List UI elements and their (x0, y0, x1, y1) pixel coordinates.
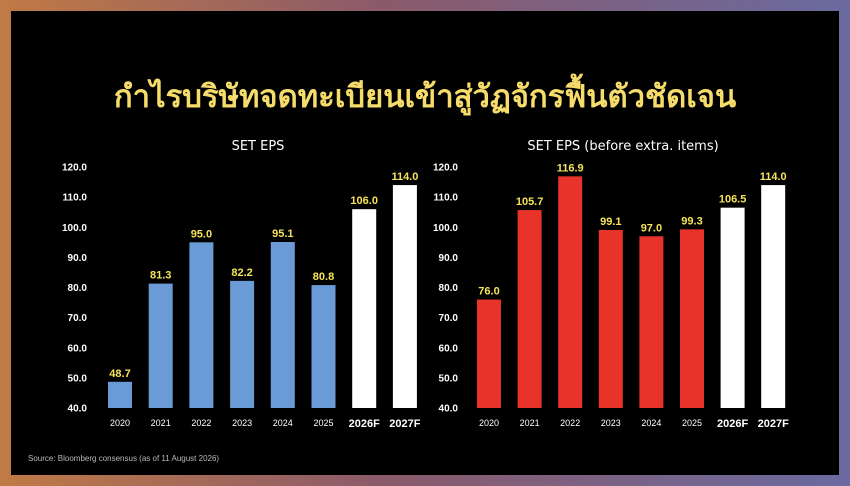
data-label: 116.9 (557, 162, 584, 174)
y-tick-label: 40.0 (68, 404, 88, 415)
data-label: 105.7 (516, 196, 544, 208)
bar-2023 (230, 280, 255, 408)
y-tick-label: 50.0 (68, 373, 88, 384)
y-tick-label: 100.0 (62, 223, 87, 234)
chart-title: SET EPS (before extra. items) (527, 139, 718, 154)
y-tick-label: 50.0 (439, 373, 459, 384)
x-tick-label: 2022 (560, 418, 580, 428)
y-tick-label: 40.0 (439, 404, 459, 415)
x-tick-label: 2022 (191, 418, 211, 428)
data-label: 76.0 (478, 286, 499, 298)
x-tick-label: 2020 (110, 418, 130, 428)
x-tick-label: 2020 (479, 418, 499, 428)
source-note: Source: Bloomberg consensus (as of 11 Au… (28, 454, 220, 463)
y-tick-label: 120.0 (62, 163, 87, 174)
data-label: 80.8 (313, 271, 334, 283)
data-label: 114.0 (760, 171, 787, 183)
chart-title: SET EPS (232, 139, 285, 154)
bar-2026f (352, 209, 377, 408)
x-tick-label: 2026F (349, 418, 380, 430)
x-tick-label: 2021 (151, 418, 171, 428)
data-label: 81.3 (150, 270, 171, 282)
eps-chart: SET EPS 40.0 50.0 60.0 70.0 80.0 90.0 100.0 110.… (62, 139, 421, 430)
x-tick-label: 2026F (717, 418, 748, 430)
y-tick-label: 120.0 (433, 163, 458, 174)
y-tick-label: 80.0 (439, 283, 459, 294)
y-tick-label: 70.0 (68, 313, 88, 324)
data-label: 48.7 (109, 368, 130, 380)
bar-2024 (270, 242, 295, 408)
y-tick-label: 70.0 (439, 313, 459, 324)
x-tick-label: 2021 (520, 418, 540, 428)
data-label: 82.2 (231, 267, 252, 279)
x-tick-label: 2023 (601, 418, 621, 428)
y-tick-label: 90.0 (439, 253, 459, 264)
data-label: 95.1 (272, 228, 293, 240)
eps-before-extra-chart: SET EPS (before extra. items) 40.0 50.0 60.… (433, 139, 789, 430)
data-label: 97.0 (641, 222, 662, 234)
bar-2022 (558, 176, 583, 408)
y-tick-label: 80.0 (68, 283, 88, 294)
slide-panel: กำไรบริษัทจดทะเบียนเข้าสู่วัฏจักรฟื้นตัว… (11, 11, 839, 475)
x-tick-label: 2027F (389, 418, 420, 430)
y-tick-label: 100.0 (433, 223, 458, 234)
bar-2020 (477, 299, 501, 408)
data-label: 95.0 (191, 228, 212, 240)
x-tick-label: 2025 (313, 418, 333, 428)
data-label: 99.3 (681, 215, 702, 227)
bar-2023 (598, 229, 623, 408)
x-tick-label: 2027F (758, 418, 789, 430)
data-label: 106.0 (350, 195, 378, 207)
bar-2022 (189, 242, 214, 408)
x-tick-label: 2023 (232, 418, 252, 428)
bar-2027f (392, 185, 417, 408)
bar-2026f (720, 207, 745, 408)
data-label: 114.0 (391, 171, 418, 183)
bar-2027f (761, 185, 786, 408)
bar-2025 (311, 285, 336, 408)
y-tick-label: 60.0 (68, 343, 88, 354)
y-tick-label: 110.0 (434, 193, 459, 204)
bar-2025 (680, 229, 704, 408)
y-tick-label: 90.0 (68, 253, 88, 264)
y-tick-label: 110.0 (63, 193, 88, 204)
data-label: 99.1 (600, 216, 621, 228)
slide-title: กำไรบริษัทจดทะเบียนเข้าสู่วัฏจักรฟื้นตัว… (113, 79, 737, 115)
bar-2021 (148, 283, 173, 408)
x-tick-label: 2024 (641, 418, 661, 428)
x-tick-label: 2024 (273, 418, 293, 428)
bar-2020 (108, 381, 132, 408)
y-tick-label: 60.0 (439, 343, 459, 354)
bar-2024 (639, 236, 664, 408)
bar-2021 (517, 210, 542, 408)
data-label: 106.5 (719, 194, 747, 206)
x-tick-label: 2025 (682, 418, 702, 428)
